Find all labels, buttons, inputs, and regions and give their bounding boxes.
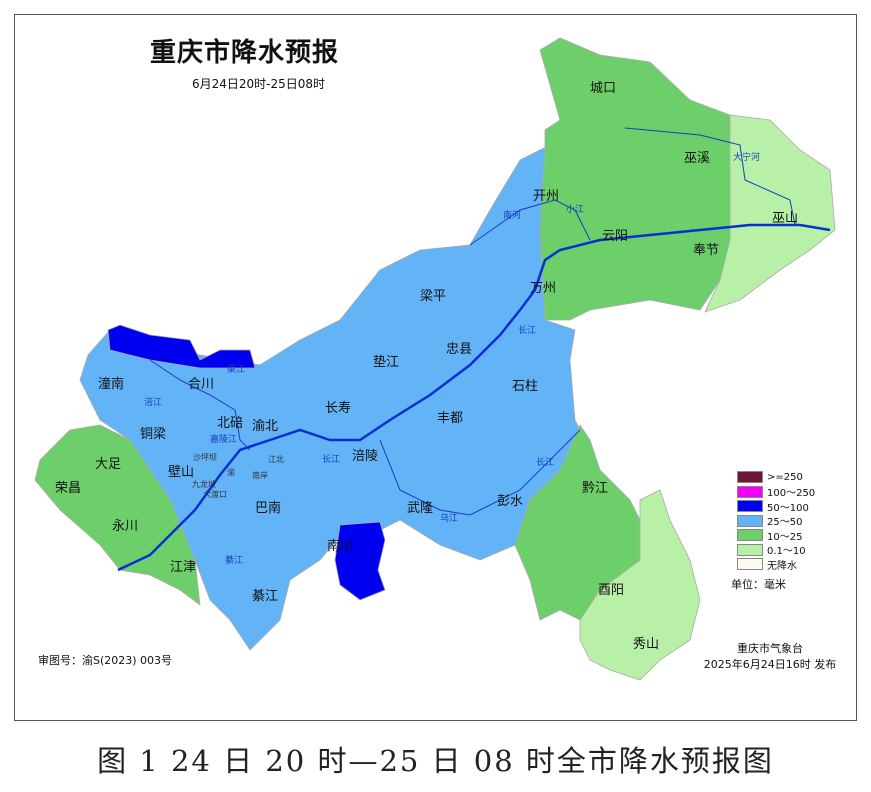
legend-item: 25～50 — [737, 514, 815, 528]
label-youyang: 酉阳 — [598, 583, 624, 598]
legend-swatch — [737, 471, 763, 484]
label-wulong: 武隆 — [407, 501, 433, 516]
legend-item: 50～100 — [737, 499, 815, 514]
label-jialing-river: 嘉陵江 — [210, 433, 237, 445]
figure-caption: 图 1 24 日 20 时—25 日 08 时全市降水预报图 — [97, 744, 774, 778]
legend-item: >=250 — [737, 470, 815, 485]
label-kaizhou: 开州 — [533, 189, 559, 204]
issue-time: 2025年6月24日16时 发布 — [703, 658, 837, 671]
label-wanzhou: 万州 — [530, 281, 556, 296]
legend-swatch — [737, 543, 763, 556]
label-dadukou: 大渡口 — [203, 489, 227, 499]
label-fengdu: 丰都 — [437, 411, 463, 426]
label-banan: 巴南 — [255, 500, 281, 516]
label-dazu: 大足 — [95, 457, 121, 472]
label-pengshui: 彭水 — [497, 494, 523, 509]
label-yubei: 渝北 — [252, 418, 278, 434]
review-number: 审图号：渝S(2023) 003号 — [38, 654, 173, 667]
label-bishan: 壁山 — [168, 465, 194, 480]
wu-river — [379, 429, 581, 516]
label-qu-river: 渠江 — [227, 363, 245, 375]
label-jiulongpo: 九龙坡 — [192, 479, 216, 489]
jialing-river — [149, 359, 251, 451]
label-changjiang-1: 长江 — [518, 324, 536, 336]
label-wuxi: 巫溪 — [684, 151, 710, 166]
legend-unit: 单位：毫米 — [731, 577, 786, 591]
label-yu: 渝 — [227, 467, 235, 477]
region-50-100-north — [107, 324, 256, 369]
label-fu-river: 涪江 — [144, 396, 162, 408]
legend-swatch — [737, 500, 763, 513]
label-qianjiang: 黔江 — [582, 481, 608, 496]
region-50-100-nanchuan — [334, 521, 386, 601]
legend-swatch — [737, 485, 763, 498]
daning-river — [624, 127, 796, 226]
label-hechuan: 合川 — [188, 377, 214, 392]
label-dianjiang: 垫江 — [373, 354, 399, 370]
legend-item: 无降水 — [737, 557, 815, 572]
label-shapingba: 沙坪坝 — [193, 453, 217, 462]
label-beibei: 北碚 — [217, 416, 243, 431]
label-liangping: 梁平 — [420, 289, 446, 304]
label-zhongxian: 忠县 — [446, 342, 472, 357]
label-changshou: 长寿 — [325, 401, 351, 416]
label-tongliang: 铜梁 — [140, 427, 166, 442]
legend-swatch — [737, 558, 763, 571]
nan-river — [469, 199, 591, 246]
label-wushan: 巫山 — [772, 211, 798, 226]
legend: >=250 100～250 50～100 25～50 10～25 0.1～10 … — [731, 470, 815, 592]
label-xiushan: 秀山 — [633, 637, 659, 652]
label-chengkou: 城口 — [590, 81, 616, 96]
label-jiangjin: 江津 — [170, 560, 196, 575]
region-10-25-northeast — [539, 37, 731, 321]
label-xiao-river: 小江 — [566, 204, 584, 215]
label-daning-river: 大宁河 — [733, 151, 760, 163]
label-fuling: 涪陵 — [352, 449, 378, 464]
map-title: 重庆市降水预报 — [150, 38, 340, 68]
label-yongchuan: 永川 — [112, 519, 138, 534]
label-tongnan: 潼南 — [98, 376, 124, 392]
label-changjiang-3: 长江 — [536, 456, 554, 468]
label-shizhu: 石柱 — [512, 379, 538, 394]
legend-swatch — [737, 514, 763, 527]
yangtze-river — [117, 223, 831, 572]
map-frame — [14, 14, 857, 721]
issuer-name: 重庆市气象台 — [737, 642, 803, 655]
label-wu-river: 乌江 — [440, 512, 458, 524]
legend-item: 100～250 — [737, 485, 815, 499]
legend-swatch — [737, 529, 763, 542]
label-rongchang: 荣昌 — [55, 481, 81, 496]
label-fengjie: 奉节 — [693, 243, 719, 258]
label-jiangbei: 江北 — [268, 455, 284, 464]
legend-item: 10～25 — [737, 528, 815, 543]
label-nanchuan: 南川 — [327, 538, 353, 554]
label-nanan: 南岸 — [252, 470, 268, 480]
region-10-25-west — [34, 424, 201, 606]
issuer-block: 重庆市气象台 2025年6月24日16时 发布 — [700, 640, 840, 672]
label-changjiang-2: 长江 — [322, 453, 340, 465]
legend-item: 0.1～10 — [737, 543, 815, 557]
region-0.1-10-southeast — [579, 489, 701, 681]
label-nan-river: 南河 — [503, 209, 521, 221]
label-qijiang: 綦江 — [252, 589, 278, 604]
label-yunyang: 云阳 — [602, 229, 628, 244]
map-subtitle: 6月24日20时-25日08时 — [192, 77, 326, 91]
region-0.1-10-east — [704, 114, 836, 313]
label-qi-river: 綦江 — [225, 554, 243, 566]
